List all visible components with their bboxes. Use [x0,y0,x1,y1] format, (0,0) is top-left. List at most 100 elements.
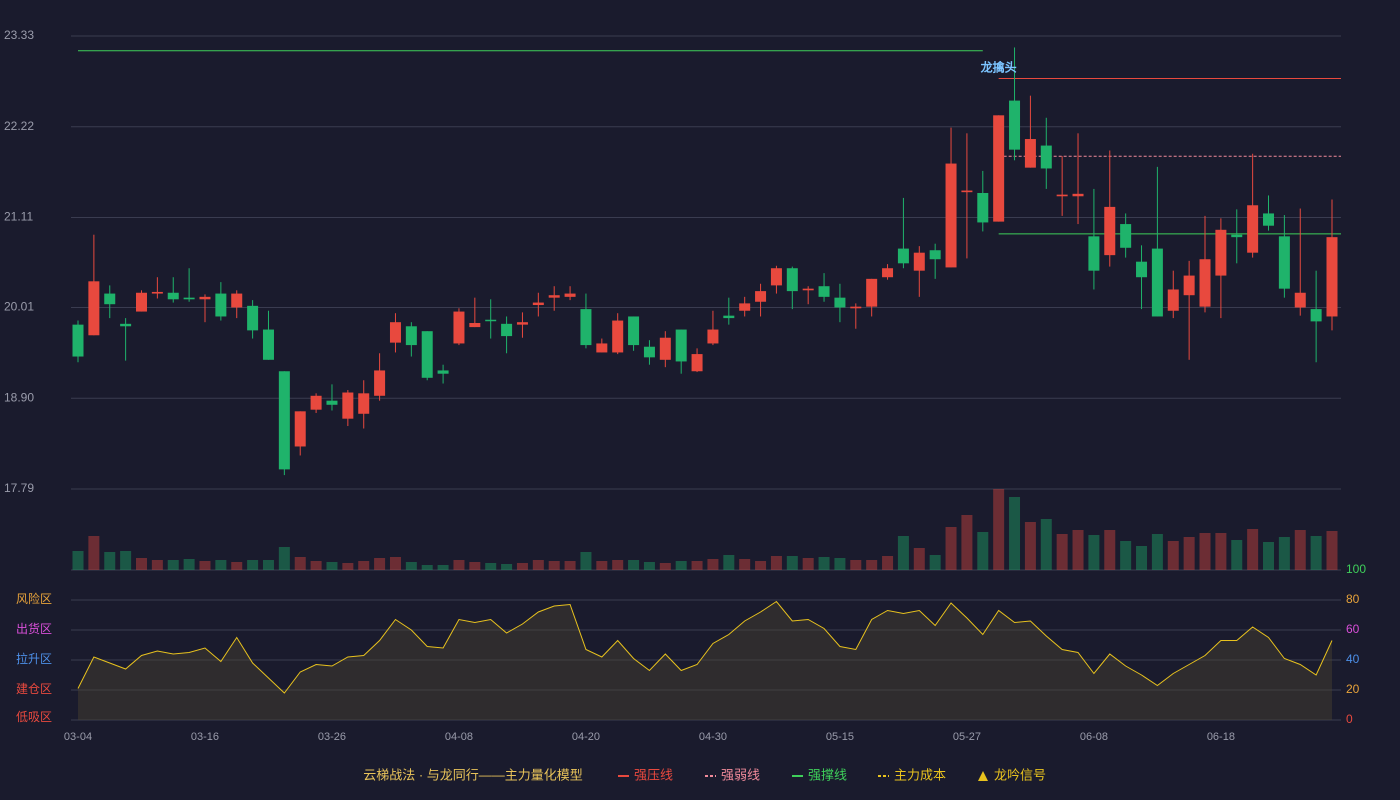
volume-bar [389,557,401,570]
volume-bar [580,552,592,570]
candle-body [183,297,195,300]
candle-body [818,286,830,297]
volume-bar [1088,535,1100,570]
legend-title: 云梯战法 · 与龙同行——主力量化模型 [363,767,583,782]
volume-bar [850,560,862,570]
y-tick-label: 21.11 [4,210,33,224]
volume-bar [1294,530,1306,570]
volume-bar [183,559,195,570]
volume-bar [1151,534,1163,570]
volume-bar [151,560,163,570]
x-tick-label: 05-15 [826,731,854,743]
volume-bar [532,560,544,570]
volume-bar [993,489,1005,570]
volume-bar [1136,546,1148,570]
volume-bar [1231,540,1243,570]
candle-body [770,268,782,286]
candle-body [675,329,687,362]
candle-body [405,326,417,346]
y2-tick-label: 80 [1346,592,1360,606]
x-tick-label: 04-30 [699,731,727,743]
volume-bar [342,563,354,570]
volume-bar [469,562,481,570]
volume-bar [501,564,513,570]
candle-body [389,322,401,343]
candle-body [231,293,243,308]
volume-bar [262,560,274,570]
candle-body [1040,145,1052,169]
volume-bar [167,560,179,570]
candle-body [421,331,433,378]
candle-body [961,190,973,193]
candle-body [262,329,274,360]
volume-bar [643,562,655,570]
candle-body [516,322,528,325]
volume-bar [945,527,957,570]
volume-bar [1199,533,1211,570]
volume-bar [215,560,227,570]
candle-body [151,291,163,294]
volume-bar [961,515,973,570]
volume-bar [1024,522,1036,570]
volume-bar [691,561,703,570]
volume-bar [897,536,909,570]
candle-body [469,323,481,328]
volume-bar [88,536,100,570]
candle-body [1104,206,1116,256]
candle-body [945,163,957,268]
candle-body [453,311,465,344]
candle-body [358,393,370,414]
volume-bar [596,561,608,570]
candle-body [786,268,798,292]
legend-label: 龙吟信号 [994,767,1046,782]
volume-bar [866,560,878,570]
volume-bar [1009,497,1021,570]
zone-label: 建仓区 [16,682,52,696]
candle-body [120,323,132,327]
candle-body [882,268,894,278]
candle-body [1009,100,1021,150]
candle-body [1215,229,1227,276]
volume-bar [723,555,735,570]
y2-tick-label: 40 [1346,652,1360,666]
candle-body [596,343,608,353]
y-tick-label: 17.79 [4,481,34,495]
zone-label: 拉升区 [16,651,52,666]
candle-body [88,281,100,336]
volume-bar [1310,536,1322,570]
candle-body [1056,194,1068,197]
x-tick-label: 06-08 [1080,731,1108,743]
candle-body [199,296,211,300]
candle-body [691,354,703,372]
volume-bar [135,558,147,570]
volume-bar [913,548,925,570]
x-tick-label: 03-04 [64,731,92,743]
candle-body [993,115,1005,222]
candle-body [628,316,640,346]
candle-body [707,329,719,344]
volume-bar [437,565,449,570]
volume-bar [72,551,84,570]
candle-body [929,250,941,260]
volume-bar [628,560,640,570]
x-tick-label: 05-27 [953,731,981,743]
candle-body [834,297,846,308]
volume-bar [675,561,687,570]
volume-bar [659,563,671,570]
candle-body [580,309,592,346]
candle-body [977,192,989,223]
volume-bar [231,562,243,570]
y2-tick-label: 20 [1346,682,1360,696]
legend-label: 主力成本 [894,767,946,782]
x-tick-label: 03-16 [191,731,219,743]
candle-body [739,303,751,311]
candle-body [1247,205,1259,253]
candle-body [1120,224,1132,248]
candle-body [755,291,767,302]
volume-bar [120,551,132,570]
candle-body [1278,236,1290,289]
volume-bar [374,558,386,570]
volume-bar [516,563,528,570]
